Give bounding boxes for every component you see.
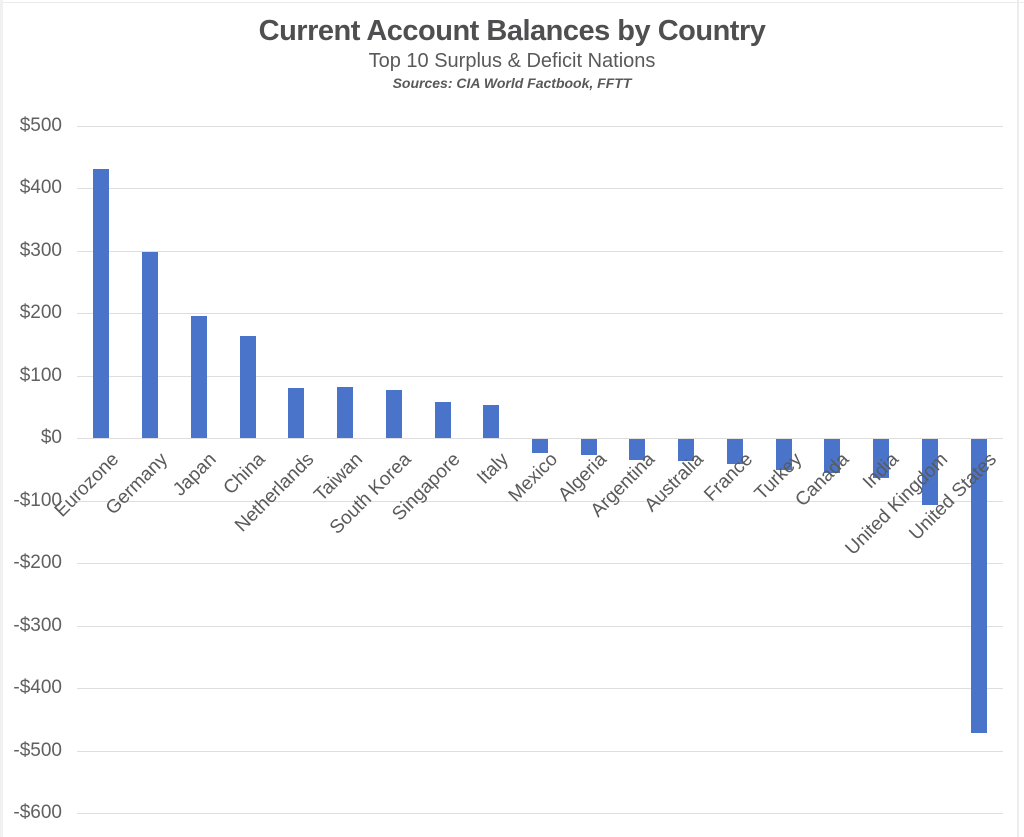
bar-netherlands [288,388,304,438]
bar-china [240,336,256,438]
gridline--$400 [77,688,1003,689]
gridline-$100 [77,376,1003,377]
bar-argentina [629,439,645,460]
bar-italy [483,405,499,438]
y-axis-tick-label: -$400 [13,677,62,698]
gridline-$400 [77,188,1003,189]
y-axis-tick-label: -$100 [13,490,62,511]
bar-india [873,439,889,478]
top-edge-line [0,2,1024,3]
chart-sources-note: Sources: CIA World Factbook, FFTT [392,75,632,91]
gridline-$200 [77,313,1003,314]
y-axis-tick-label: -$200 [13,552,62,573]
chart-title: Current Account Balances by Country [258,15,766,47]
bar-australia [678,439,694,461]
x-axis-label-mexico: Mexico [504,449,562,507]
chart-subtitle: Top 10 Surplus & Deficit Nations [368,50,656,72]
bar-eurozone [93,169,109,438]
bar-france [727,439,743,464]
bar-mexico [532,439,548,453]
y-axis-tick-label: -$300 [13,615,62,636]
x-axis-label-japan: Japan [169,449,221,501]
right-edge-line [1017,0,1019,837]
gridline-$300 [77,251,1003,252]
y-axis-tick-label: $200 [19,302,62,323]
bar-germany [142,252,158,438]
y-axis-tick-label: -$500 [13,740,62,761]
bar-algeria [581,439,597,455]
gridline-$0 [77,438,1003,439]
y-axis-tick-label: -$600 [13,802,62,823]
y-axis-tick-label: $300 [19,240,62,261]
bar-united-states [971,439,987,733]
y-axis-tick-label: $400 [19,177,62,198]
y-axis-tick-label: $100 [19,365,62,386]
bar-singapore [435,402,451,438]
chart-header: Current Account Balances by Country Top … [0,15,1024,93]
bar-japan [191,316,207,438]
bar-south-korea [386,390,402,438]
gridline--$200 [77,563,1003,564]
bar-turkey [776,439,792,470]
gridline--$300 [77,626,1003,627]
gridline--$600 [77,813,1003,814]
gridline-$500 [77,126,1003,127]
gridline--$500 [77,751,1003,752]
y-axis-tick-label: $500 [19,115,62,136]
bar-canada [824,439,840,473]
gridline--$100 [77,501,1003,502]
x-axis-label-india: India [858,449,903,493]
y-axis-tick-label: $0 [40,427,62,448]
left-edge-strip [0,0,3,837]
bar-taiwan [337,387,353,438]
bar-united-kingdom [922,439,938,505]
x-axis-label-italy: Italy [473,449,513,489]
